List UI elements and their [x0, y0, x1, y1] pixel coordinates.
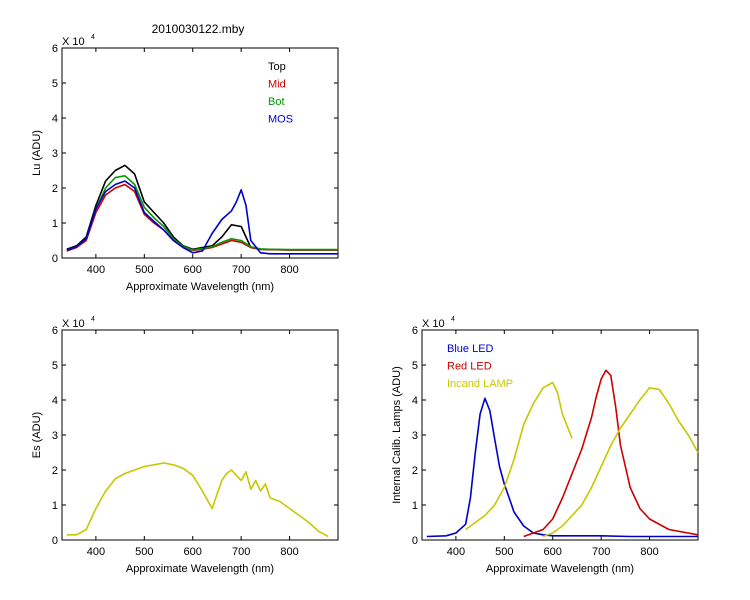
y-tick-label: 5 — [52, 78, 58, 90]
y-axis-label: Lu (ADU) — [31, 130, 43, 176]
y-multiplier: X 10 — [62, 318, 85, 330]
y-tick-label: 3 — [412, 430, 418, 442]
x-tick-label: 700 — [232, 264, 250, 276]
y-tick-label: 2 — [412, 465, 418, 477]
plot-frame — [61, 47, 339, 259]
es-chart: 400 500 600 700 800 0 1 2 3 4 5 6 X 10 4 Approximate W… — [31, 316, 339, 575]
y-tick-label: 1 — [412, 500, 418, 512]
series-line-red-led — [523, 369, 699, 538]
x-axis-label: Approximate Wavelength (nm) — [126, 281, 274, 293]
legend-entry: Red LED — [447, 361, 492, 373]
legend-entry: MOS — [268, 114, 293, 126]
figure-title: 2010030122.mby — [152, 22, 245, 36]
y-tick-label: 4 — [52, 395, 58, 407]
y-tick-label: 0 — [412, 535, 418, 547]
x-tick-label: 500 — [135, 546, 153, 558]
legend-entry: Top — [268, 61, 286, 73]
series-line-lamps-3 — [542, 386, 699, 538]
series-line-incand-lamp — [465, 381, 573, 531]
y-tick-label: 3 — [52, 430, 58, 442]
y-tick-label: 5 — [52, 360, 58, 372]
x-tick-label: 600 — [544, 546, 562, 558]
x-axis-label: Approximate Wavelength (nm) — [486, 563, 634, 575]
x-tick-label: 600 — [184, 546, 202, 558]
y-tick-label: 6 — [52, 325, 58, 337]
y-tick-label: 1 — [52, 218, 58, 230]
series-line-es-0 — [66, 462, 329, 538]
y-tick-label: 1 — [52, 500, 58, 512]
y-tick-label: 4 — [412, 395, 418, 407]
x-tick-label: 800 — [280, 546, 298, 558]
series-line-bot — [66, 175, 338, 252]
y-tick-label: 0 — [52, 535, 58, 547]
series-line-mos — [66, 180, 338, 255]
y-axis-label: Internal Calib. Lamps (ADU) — [391, 366, 403, 504]
x-tick-label: 400 — [447, 546, 465, 558]
y-tick-label: 3 — [52, 148, 58, 160]
x-axis-label: Approximate Wavelength (nm) — [126, 563, 274, 575]
series-line-blue-led — [426, 397, 698, 538]
y-tick-label: 6 — [412, 325, 418, 337]
legend-entry: Incand LAMP — [447, 378, 513, 390]
plot-frame — [61, 329, 339, 541]
y-multiplier-exponent: 4 — [91, 316, 95, 323]
y-multiplier-exponent: 4 — [91, 34, 95, 41]
lu-chart: 400 500 600 700 800 0 1 2 3 4 5 6 X 10 4 Approximate W… — [31, 34, 339, 293]
y-tick-label: 2 — [52, 465, 58, 477]
x-tick-label: 400 — [87, 546, 105, 558]
x-tick-label: 500 — [135, 264, 153, 276]
legend-entry: Blue LED — [447, 343, 494, 355]
series-line-mid — [66, 183, 338, 252]
x-tick-label: 800 — [280, 264, 298, 276]
legend-entry: Mid — [268, 79, 286, 91]
x-tick-label: 400 — [87, 264, 105, 276]
y-multiplier-exponent: 4 — [451, 316, 455, 323]
lamps-chart: 400 500 600 700 800 0 1 2 3 4 5 6 X 10 4 Approximate W… — [391, 316, 699, 575]
y-tick-label: 2 — [52, 183, 58, 195]
legend-entry: Bot — [268, 96, 285, 108]
x-tick-label: 700 — [592, 546, 610, 558]
y-tick-label: 4 — [52, 113, 58, 125]
series-line-top — [66, 164, 338, 251]
y-multiplier: X 10 — [422, 318, 445, 330]
x-tick-label: 800 — [640, 546, 658, 558]
y-tick-label: 0 — [52, 253, 58, 265]
x-tick-label: 600 — [184, 264, 202, 276]
y-axis-label: Es (ADU) — [31, 412, 43, 458]
y-multiplier: X 10 — [62, 36, 85, 48]
y-tick-label: 5 — [412, 360, 418, 372]
x-tick-label: 500 — [495, 546, 513, 558]
x-tick-label: 700 — [232, 546, 250, 558]
y-tick-label: 6 — [52, 43, 58, 55]
